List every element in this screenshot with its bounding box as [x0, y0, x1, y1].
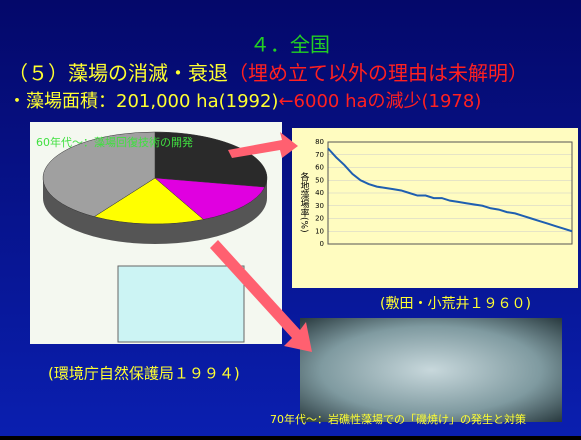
- y-tick-label: 80: [315, 138, 324, 146]
- photo: [300, 318, 562, 422]
- data-line: [327, 147, 573, 233]
- area-note: ←6000 haの減少(1978): [278, 91, 481, 112]
- title: （５）藻場の消滅・衰退（埋め立て以外の理由は未解明）: [8, 61, 528, 85]
- arrow: [210, 240, 312, 352]
- pie-source: (環境庁自然保護局１９９４): [48, 365, 240, 383]
- area: ・藻場面積：201,000 ha(1992): [8, 91, 278, 112]
- y-tick-label: 30: [315, 202, 324, 210]
- pie-slice: [93, 177, 204, 225]
- pie-slice: [42, 131, 156, 217]
- y-tick-label: 60: [315, 164, 324, 172]
- sixties-note: 60年代～：藻場回復技術の開発: [36, 135, 193, 149]
- line-panel: [292, 128, 578, 288]
- pie-slice: [154, 177, 266, 220]
- y-tick-label: 40: [315, 189, 324, 197]
- pie-legend: [117, 265, 245, 343]
- plot-frame: [327, 141, 573, 245]
- y-tick-label: 0: [320, 240, 324, 248]
- line-source: (敷田・小荒井１９６０): [380, 296, 531, 312]
- y-tick-label: 70: [315, 151, 324, 159]
- arrow: [228, 132, 298, 158]
- area-line: ・藻場面積：201,000 ha(1992)←6000 haの減少(1978): [8, 91, 481, 112]
- y-axis-label: 各地藻場率(%): [299, 171, 310, 233]
- y-tick-label: 20: [315, 215, 324, 223]
- title-note: （埋め立て以外の理由は未解明）: [228, 61, 528, 85]
- y-tick-label: 10: [315, 227, 324, 235]
- seventies-note: 70年代～：岩礁性藻場での「磯焼け」の発生と対策: [270, 412, 526, 426]
- slide-number: ４．全国: [250, 33, 330, 57]
- title-main: （５）藻場の消滅・衰退: [8, 61, 228, 85]
- line-chart: 各地藻場率(%) 0 10 20 30 40 50 60 70 80: [299, 138, 573, 248]
- y-tick-label: 50: [315, 176, 324, 184]
